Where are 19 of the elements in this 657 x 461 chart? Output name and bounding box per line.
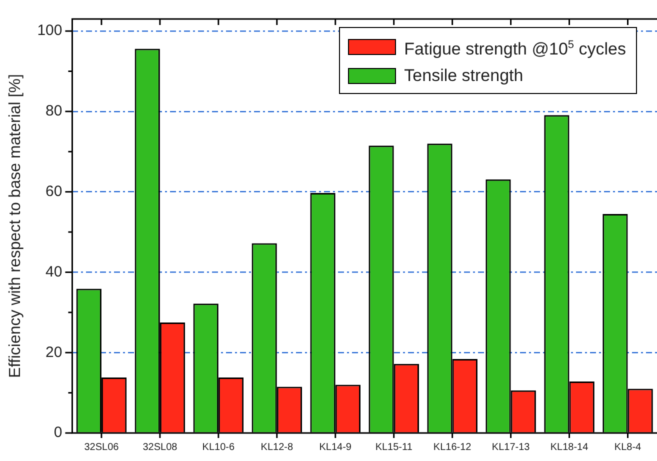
x-tick-label: KL14-9 <box>319 442 352 453</box>
x-tick-label: KL12-8 <box>260 442 294 453</box>
x-tick-label: KL17-13 <box>492 442 530 453</box>
y-tick-label: 40 <box>46 263 62 280</box>
y-tick-label: 20 <box>46 344 62 361</box>
y-tick-label: 80 <box>46 102 62 120</box>
x-tick-label: KL16-12 <box>433 442 472 453</box>
x-tick-label: KL8-4 <box>614 442 642 453</box>
y-tick-label: 100 <box>37 22 62 40</box>
y-axis-title: Efficiency with respect to base material [%] <box>7 74 24 378</box>
legend-label: Fatigue strength @10$^{5}$ cycles <box>404 38 626 61</box>
legend-label: Tensile strength <box>404 64 524 87</box>
x-tick-label: KL18-14 <box>550 442 589 453</box>
y-tick-label: 0 <box>54 424 62 442</box>
y-tick-label: 60 <box>46 182 62 200</box>
x-tick-label: KL10-6 <box>202 442 235 453</box>
x-tick-label: 32SL08 <box>142 442 178 453</box>
x-tick-label: 32SL06 <box>84 442 120 453</box>
x-tick-label: KL15-11 <box>375 442 413 453</box>
